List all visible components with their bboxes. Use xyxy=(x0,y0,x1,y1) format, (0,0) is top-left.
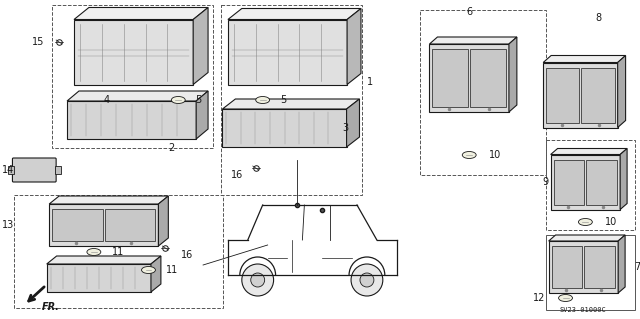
Polygon shape xyxy=(49,196,168,204)
Text: 10: 10 xyxy=(605,217,618,227)
Text: 6: 6 xyxy=(466,7,472,17)
Polygon shape xyxy=(548,241,618,293)
Bar xyxy=(420,10,546,175)
Bar xyxy=(433,49,468,107)
Polygon shape xyxy=(618,235,625,293)
Polygon shape xyxy=(543,63,618,128)
Circle shape xyxy=(242,264,273,296)
Ellipse shape xyxy=(141,266,156,273)
Text: 7: 7 xyxy=(634,262,640,272)
Bar xyxy=(105,209,156,241)
Text: 11: 11 xyxy=(112,247,124,257)
Circle shape xyxy=(351,264,383,296)
Polygon shape xyxy=(223,99,360,109)
Ellipse shape xyxy=(256,97,269,103)
Polygon shape xyxy=(47,264,151,292)
Polygon shape xyxy=(196,91,208,139)
Text: 1: 1 xyxy=(367,77,373,87)
Text: 5: 5 xyxy=(195,95,202,105)
Bar xyxy=(584,246,615,288)
Polygon shape xyxy=(159,196,168,246)
Polygon shape xyxy=(347,9,361,85)
Text: SV23-01000C: SV23-01000C xyxy=(559,307,606,313)
Bar xyxy=(221,5,362,195)
Polygon shape xyxy=(67,91,208,101)
Polygon shape xyxy=(223,109,347,147)
Text: 4: 4 xyxy=(104,95,110,105)
Bar xyxy=(52,209,103,241)
Ellipse shape xyxy=(172,97,185,103)
Polygon shape xyxy=(193,8,208,85)
Polygon shape xyxy=(509,37,517,112)
Bar xyxy=(470,49,506,107)
Text: 14: 14 xyxy=(2,165,15,175)
Text: 16: 16 xyxy=(181,250,193,260)
Polygon shape xyxy=(74,19,193,85)
Text: 5: 5 xyxy=(280,95,287,105)
Bar xyxy=(546,235,635,310)
Polygon shape xyxy=(74,8,208,19)
Polygon shape xyxy=(543,56,626,63)
Polygon shape xyxy=(548,235,625,241)
Text: 9: 9 xyxy=(543,177,548,187)
Text: 13: 13 xyxy=(2,220,15,230)
Bar xyxy=(52,5,213,148)
Ellipse shape xyxy=(559,294,572,301)
Bar xyxy=(15,195,223,308)
Polygon shape xyxy=(429,44,509,112)
Bar xyxy=(554,160,584,204)
Ellipse shape xyxy=(579,219,593,226)
Text: 8: 8 xyxy=(595,13,602,23)
Polygon shape xyxy=(429,37,517,44)
Bar xyxy=(581,68,614,122)
Polygon shape xyxy=(67,101,196,139)
Bar xyxy=(55,166,61,174)
Polygon shape xyxy=(47,256,161,264)
Text: 16: 16 xyxy=(230,170,243,180)
Text: 2: 2 xyxy=(168,143,175,153)
Bar xyxy=(586,160,617,204)
Polygon shape xyxy=(618,56,626,128)
Polygon shape xyxy=(151,256,161,292)
Polygon shape xyxy=(228,9,361,19)
Circle shape xyxy=(360,273,374,287)
Text: 15: 15 xyxy=(32,37,44,47)
Polygon shape xyxy=(49,204,159,246)
Polygon shape xyxy=(620,149,627,210)
Polygon shape xyxy=(228,19,347,85)
Circle shape xyxy=(251,273,265,287)
Polygon shape xyxy=(347,99,360,147)
Text: FR.: FR. xyxy=(42,302,60,312)
Bar xyxy=(552,246,582,288)
Text: 10: 10 xyxy=(489,150,501,160)
Ellipse shape xyxy=(462,152,476,159)
Ellipse shape xyxy=(87,249,101,256)
Text: 11: 11 xyxy=(166,265,179,275)
Polygon shape xyxy=(550,154,620,210)
Bar xyxy=(8,166,15,174)
Text: 3: 3 xyxy=(342,123,348,133)
Text: 12: 12 xyxy=(533,293,546,303)
Bar xyxy=(546,68,579,122)
Polygon shape xyxy=(550,149,627,154)
Bar xyxy=(546,140,635,230)
FancyBboxPatch shape xyxy=(12,158,56,182)
